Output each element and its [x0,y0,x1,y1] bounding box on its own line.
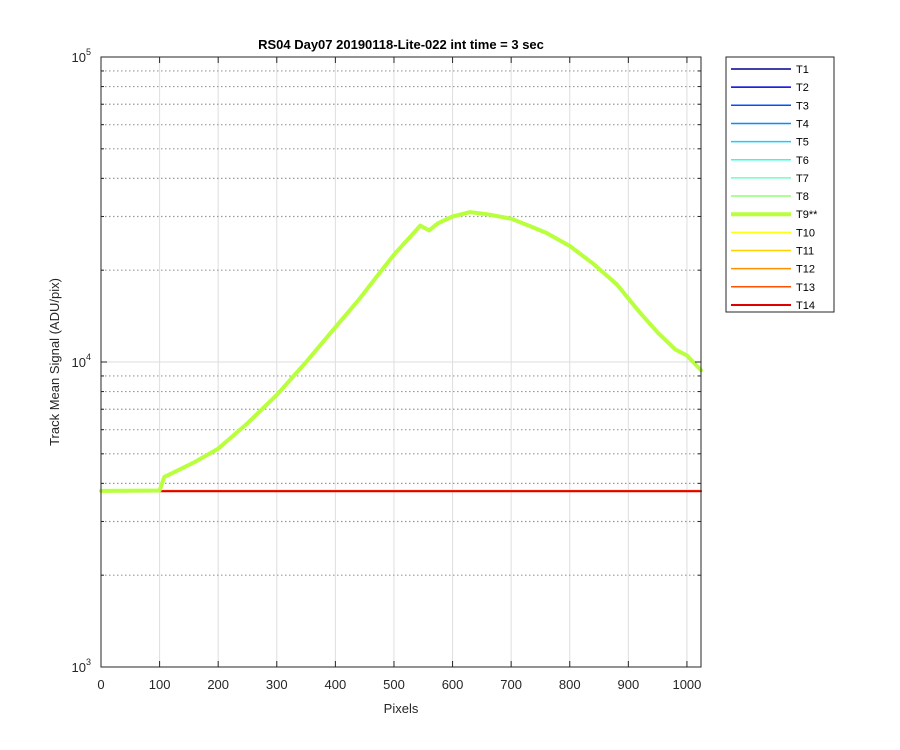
legend-item: T13 [731,282,815,294]
legend-item: T14 [731,300,815,312]
legend-label: T9** [796,209,818,221]
x-tick-label: 600 [442,677,464,692]
y-tick-label: 104 [72,352,91,370]
legend-label: T10 [796,227,815,239]
legend-item: T10 [731,227,815,239]
legend-item: T7 [731,173,809,185]
legend-item: T2 [731,82,809,94]
legend-item: T5 [731,137,809,149]
legend-box [725,56,835,313]
x-tick-label: 1000 [672,677,701,692]
legend-item: T9** [731,209,818,221]
legend-item: T11 [731,246,814,258]
x-tick-label: 900 [617,677,639,692]
y-tick-label: 103 [72,657,91,675]
x-tick-label: 0 [97,677,104,692]
series-line-t9 [99,210,703,493]
axis-ticks: 0 100 200 300 400 500 600 700 800 900 1000 103 104 10… [72,47,702,692]
legend-item: T3 [731,100,809,112]
y-tick-label: 105 [72,47,91,65]
legend-item: T8 [731,191,809,203]
x-tick-label: 100 [149,677,171,692]
legend-label: T5 [796,137,809,149]
legend-label: T8 [796,191,809,203]
x-tick-label: 400 [325,677,347,692]
chart-title: RS04 Day07 20190118-Lite-022 int time = … [258,37,544,52]
x-axis-label: Pixels [384,701,419,716]
legend-label: T7 [796,173,809,185]
legend-label: T11 [796,246,814,258]
x-tick-label: 500 [383,677,405,692]
legend: T1 T2 T3 T4 T5 T6 T7 T8 T9** T10 T11 T12 T13 T14 [725,56,835,313]
series-layer [99,210,703,493]
legend-label: T13 [796,282,815,294]
x-tick-label: 300 [266,677,288,692]
x-tick-label: 200 [207,677,229,692]
legend-label: T12 [796,264,815,276]
legend-item: T4 [731,118,809,130]
legend-label: T4 [796,118,809,130]
legend-item: T6 [731,155,809,167]
x-tick-label: 800 [559,677,581,692]
legend-label: T6 [796,155,809,167]
legend-label: T14 [796,300,815,312]
legend-label: T2 [796,82,809,94]
y-axis-label: Track Mean Signal (ADU/pix) [47,278,62,446]
legend-label: T1 [796,64,809,76]
legend-item: T12 [731,264,815,276]
x-tick-label: 700 [500,677,522,692]
legend-label: T3 [796,100,809,112]
legend-item: T1 [731,64,809,76]
